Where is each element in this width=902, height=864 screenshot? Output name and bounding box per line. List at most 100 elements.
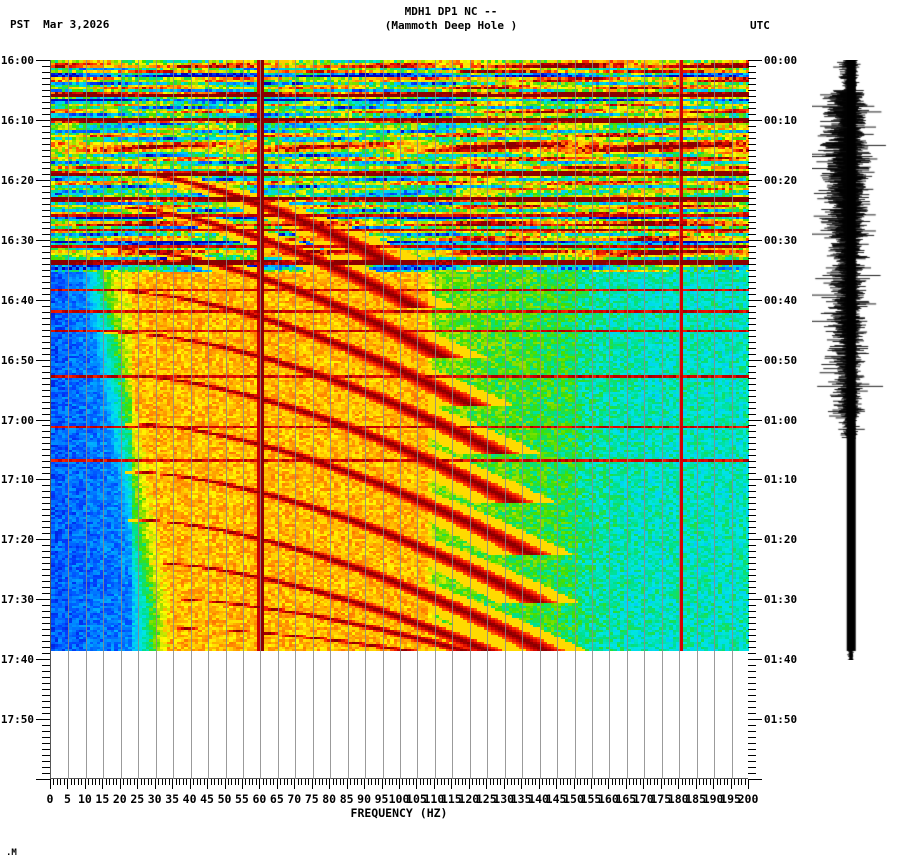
time-minor-tick-left — [42, 323, 50, 325]
time-tick-major — [748, 60, 762, 61]
frequency-minor-tick — [374, 779, 376, 785]
time-label-utc: 00:40 — [764, 293, 798, 307]
frequency-minor-tick — [402, 779, 404, 785]
time-minor-tick-left — [42, 665, 50, 667]
time-minor-tick-right — [748, 251, 756, 253]
time-minor-tick-right — [748, 737, 756, 739]
frequency-minor-tick — [723, 779, 725, 785]
time-minor-tick-right — [748, 389, 756, 391]
frequency-minor-tick — [524, 779, 526, 785]
time-minor-tick-left — [42, 221, 50, 223]
frequency-minor-tick — [437, 779, 439, 785]
frequency-minor-tick — [109, 779, 111, 785]
frequency-tick — [643, 779, 645, 789]
time-minor-tick-left — [42, 305, 50, 307]
time-minor-tick-right — [748, 617, 756, 619]
frequency-minor-tick — [336, 779, 338, 785]
station-subtitle: (Mammoth Deep Hole ) — [384, 19, 518, 32]
frequency-minor-tick — [507, 779, 509, 785]
frequency-minor-tick — [517, 779, 519, 785]
time-minor-tick-right — [748, 149, 756, 151]
time-minor-tick-left — [42, 89, 50, 91]
time-label-pst: 16:30 — [0, 233, 34, 247]
time-label-utc: 01:00 — [764, 413, 798, 427]
time-minor-tick-right — [748, 527, 756, 529]
frequency-minor-tick — [269, 779, 271, 785]
frequency-minor-tick — [563, 779, 565, 785]
time-label-pst: 16:00 — [0, 54, 34, 67]
time-minor-tick-right — [748, 731, 756, 733]
time-minor-tick-right — [748, 257, 756, 259]
time-minor-tick-left — [42, 455, 50, 457]
time-tick-major — [748, 719, 762, 721]
spectrogram-plot[interactable] — [50, 60, 749, 779]
time-minor-tick-right — [748, 197, 756, 199]
frequency-tick-label: 70 — [287, 792, 302, 806]
frequency-minor-tick — [685, 779, 687, 785]
time-minor-tick-left — [42, 623, 50, 625]
frequency-minor-tick — [395, 779, 397, 785]
frequency-minor-tick — [426, 779, 428, 785]
frequency-minor-tick — [405, 779, 407, 785]
time-minor-tick-left — [42, 569, 50, 571]
frequency-minor-tick — [576, 779, 578, 785]
frequency-minor-tick — [231, 779, 233, 785]
time-minor-tick-left — [42, 473, 50, 475]
time-label-pst: 17:40 — [0, 653, 34, 667]
frequency-minor-tick — [674, 779, 676, 785]
time-minor-tick-right — [748, 281, 756, 283]
time-minor-tick-right — [748, 275, 756, 277]
time-minor-tick-right — [748, 113, 756, 115]
frequency-minor-tick — [583, 779, 585, 785]
time-minor-tick-right — [748, 491, 756, 493]
time-minor-tick-left — [42, 329, 50, 331]
time-minor-tick-right — [748, 701, 756, 703]
spectrogram-image[interactable] — [51, 60, 749, 651]
time-minor-tick-right — [748, 203, 756, 205]
time-minor-tick-left — [42, 95, 50, 97]
time-tick-major — [36, 179, 50, 181]
time-minor-tick-left — [42, 401, 50, 403]
time-minor-tick-left — [42, 491, 50, 493]
frequency-minor-tick — [440, 779, 442, 785]
frequency-minor-tick — [653, 779, 655, 785]
time-minor-tick-right — [748, 521, 756, 523]
frequency-minor-tick — [193, 779, 195, 785]
time-minor-tick-left — [42, 245, 50, 247]
frequency-minor-tick — [650, 779, 652, 785]
frequency-minor-tick — [688, 779, 690, 785]
time-minor-tick-left — [42, 113, 50, 115]
time-minor-tick-right — [748, 581, 756, 583]
time-minor-tick-left — [42, 185, 50, 187]
frequency-minor-tick — [360, 779, 362, 785]
time-minor-tick-left — [42, 575, 50, 577]
frequency-tick — [294, 779, 296, 789]
frequency-minor-tick — [528, 779, 530, 785]
frequency-tick — [590, 779, 592, 789]
frequency-minor-tick — [214, 779, 216, 785]
frequency-minor-tick — [196, 779, 198, 785]
time-minor-tick-left — [42, 425, 50, 427]
frequency-tick-label: 85 — [339, 792, 354, 806]
frequency-minor-tick — [308, 779, 310, 785]
frequency-axis-title: FREQUENCY (HZ) — [350, 806, 448, 820]
time-minor-tick-left — [42, 371, 50, 373]
time-minor-tick-right — [748, 755, 756, 757]
time-minor-tick-left — [42, 515, 50, 517]
frequency-minor-tick — [549, 779, 551, 785]
time-minor-tick-left — [42, 461, 50, 463]
frequency-minor-tick — [542, 779, 544, 785]
frequency-minor-tick — [706, 779, 708, 785]
frequency-tick — [556, 779, 558, 789]
time-minor-tick-left — [42, 767, 50, 769]
time-tick-major — [748, 779, 762, 780]
time-tick-major — [748, 419, 762, 421]
frequency-tick — [503, 779, 505, 789]
time-minor-tick-right — [748, 401, 756, 403]
frequency-tick — [451, 779, 453, 789]
frequency-minor-tick — [671, 779, 673, 785]
time-minor-tick-right — [748, 749, 756, 751]
frequency-minor-tick — [737, 779, 739, 785]
frequency-minor-tick — [56, 779, 58, 785]
frequency-minor-tick — [580, 779, 582, 785]
